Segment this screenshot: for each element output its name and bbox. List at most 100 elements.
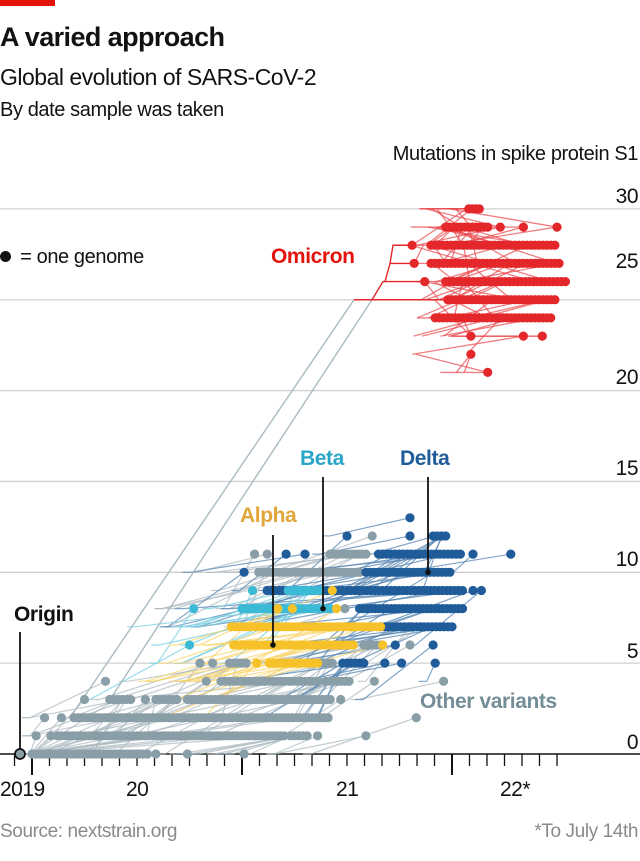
alpha-pointer-dot <box>270 642 276 648</box>
genome-dot-omicron <box>518 222 529 232</box>
genome-dot-omicron <box>554 258 564 268</box>
branch-line <box>231 553 287 592</box>
genome-dot-other-variants <box>31 731 41 741</box>
genome-dot-other-variants <box>208 658 218 668</box>
genome-dot-other-variants <box>327 658 337 668</box>
genome-dot-other-variants <box>182 749 192 759</box>
genome-dot-other-variants <box>367 531 377 541</box>
genome-dot-other-variants <box>201 676 211 686</box>
genome-dot-omicron <box>560 277 571 287</box>
beta-label: Beta <box>300 447 344 470</box>
genome-dot-omicron <box>546 313 556 323</box>
genome-dot-omicron <box>474 204 484 214</box>
footnote: *To July 14th <box>534 821 638 842</box>
branch-line <box>418 662 436 682</box>
genome-dot-delta <box>380 658 390 668</box>
legend-text: = one genome <box>15 246 144 268</box>
branch-line <box>168 608 293 646</box>
genome-dot-omicron <box>550 295 560 305</box>
x-tick-label: 2019 <box>0 778 45 801</box>
source-note: Source: nextstrain.org <box>0 821 178 842</box>
branch-line <box>158 626 278 664</box>
genome-dot-other-variants <box>79 694 90 705</box>
genome-dot-delta <box>445 567 455 577</box>
genome-dot-delta <box>455 549 465 559</box>
genome-dot-delta <box>457 604 468 614</box>
branch-line <box>312 535 411 555</box>
branch-line <box>173 626 340 664</box>
genome-dot-other-variants <box>361 731 371 741</box>
genome-dot-other-variants <box>361 549 371 559</box>
alpha-label: Alpha <box>240 504 297 527</box>
origin-label: Origin <box>14 603 74 626</box>
genome-dot-other-variants <box>140 694 150 705</box>
x-tick-label: 22* <box>500 778 531 801</box>
branch-line <box>169 735 296 755</box>
y-tick-label: 15 <box>615 457 639 480</box>
y-tick-label: 0 <box>626 731 639 754</box>
genome-dot-delta <box>468 585 478 596</box>
label-pointers <box>14 477 431 760</box>
genome-dot-omicron <box>483 222 493 232</box>
branch-line <box>202 589 294 610</box>
y-tick-label: 25 <box>615 250 639 273</box>
beta-pointer-dot <box>320 605 326 612</box>
omicron-stem <box>371 244 413 301</box>
genome-dot-other-variants <box>439 676 449 686</box>
genome-dot-other-variants <box>279 731 289 741</box>
branch-line <box>302 717 417 755</box>
genome-dot-other-variants <box>241 658 251 668</box>
genome-dot-other-variants <box>239 749 249 759</box>
omicron-ancestor-line <box>109 299 373 700</box>
y-tick-label: 10 <box>615 548 639 571</box>
genome-dot-delta <box>428 640 438 650</box>
branch-line <box>355 644 434 701</box>
branch-line <box>220 589 450 610</box>
genome-dot-alpha <box>376 622 386 632</box>
genome-dot-other-variants <box>411 713 421 723</box>
genome-dot-delta <box>476 585 486 596</box>
genome-dot-other-variants <box>323 713 333 723</box>
genome-dots <box>27 204 571 759</box>
genome-dot-delta <box>441 531 451 541</box>
genome-dot-beta <box>315 585 325 596</box>
genome-dot-other-variants <box>172 694 182 705</box>
genome-dot-alpha <box>287 604 297 614</box>
genome-dot-omicron <box>420 277 430 287</box>
genome-dot-delta <box>359 658 369 668</box>
genome-dot-omicron <box>466 349 476 359</box>
genome-dot-omicron <box>550 240 560 250</box>
genome-dot-alpha <box>348 640 358 650</box>
genome-dot-other-variants <box>40 713 50 723</box>
genome-dot-delta <box>468 549 478 559</box>
chart-title: A varied approach <box>0 22 225 52</box>
genome-dot-alpha <box>378 640 388 650</box>
y-axis-label: Mutations in spike protein S1 <box>392 143 639 165</box>
genome-dot-other-variants <box>313 676 323 686</box>
genome-dot-delta <box>447 622 457 632</box>
branch-line <box>412 335 524 355</box>
branch-line <box>159 571 245 628</box>
genome-dot-other-variants <box>340 604 350 614</box>
branch-line <box>81 644 190 701</box>
genome-dot-delta <box>405 531 415 541</box>
branch-line <box>267 735 367 755</box>
branch-line <box>126 608 291 628</box>
genome-dot-alpha <box>327 585 337 596</box>
genome-dot-omicron <box>466 331 476 341</box>
genome-dot-omicron <box>552 222 562 232</box>
other-variants-label: Other variants <box>420 690 557 713</box>
genome-dot-alpha <box>252 658 262 668</box>
chart-subtitle: Global evolution of SARS-CoV-2 <box>0 64 317 90</box>
genome-dot-beta <box>247 585 258 596</box>
genome-dot-other-variants <box>151 749 161 759</box>
genome-dot-delta <box>390 640 400 650</box>
branch-line <box>407 590 482 646</box>
y-tick-label: 30 <box>615 185 639 208</box>
branch-line <box>178 626 246 682</box>
genome-dot-other-variants <box>344 676 354 686</box>
genome-dot-omicron <box>518 331 529 341</box>
y-tick-label: 20 <box>615 366 639 389</box>
genome-dot-other-variants <box>100 676 111 686</box>
